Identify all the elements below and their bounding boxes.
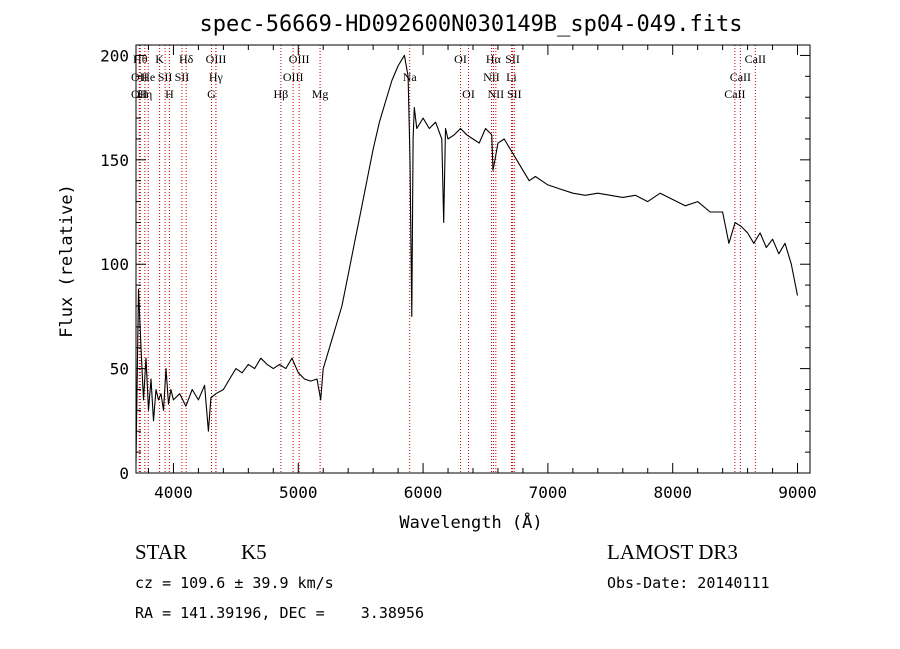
marker-label-9: SII [175, 70, 190, 84]
y-axis-label: Flux (relative) [57, 184, 77, 338]
marker-label-0: Hθ [133, 52, 148, 66]
marker-label-26: CaII [745, 52, 766, 66]
x-tick-label-5000: 5000 [279, 483, 318, 502]
y-tick-label-100: 100 [100, 255, 129, 274]
redshift-cz: cz = 109.6 ± 39.9 km/s [135, 574, 334, 592]
object-class: STAR [135, 540, 187, 564]
x-tick-label-9000: 9000 [778, 483, 817, 502]
marker-label-5: K [155, 52, 164, 66]
marker-label-21: NII [483, 70, 500, 84]
marker-label-10: OIII [206, 52, 227, 66]
coordinates: RA = 141.39196, DEC = 3.38956 [135, 604, 424, 622]
marker-label-20: Hα [486, 52, 502, 66]
marker-label-18: OI [454, 52, 467, 66]
marker-label-24: Li [506, 70, 517, 84]
marker-label-1: OII [131, 70, 148, 84]
marker-label-17: Na [403, 70, 418, 84]
x-tick-label-8000: 8000 [653, 483, 692, 502]
plot-frame [135, 44, 811, 474]
marker-label-16: Mg [312, 87, 329, 101]
y-tick-label-0: 0 [119, 464, 129, 483]
x-tick-label-7000: 7000 [529, 483, 568, 502]
marker-label-6: SII [158, 70, 173, 84]
x-tick-label-6000: 6000 [404, 483, 443, 502]
y-tick-label-50: 50 [110, 360, 129, 379]
object-subclass: K5 [241, 540, 267, 564]
marker-label-14: OIII [283, 70, 304, 84]
x-axis-label: Wavelength (Å) [399, 511, 542, 533]
y-axis: 0 50 100 150 200 [100, 46, 810, 483]
marker-label-13: OIII [289, 52, 310, 66]
x-axis: 4000 5000 6000 7000 8000 9000 [147, 45, 817, 502]
survey-label: LAMOST DR3 [607, 540, 738, 564]
y-tick-label-200: 200 [100, 46, 129, 65]
marker-label-4: He [141, 70, 155, 84]
marker-label-3: Hη [137, 87, 152, 101]
marker-label-28: CaII [724, 87, 745, 101]
marker-label-27: CaII [730, 70, 751, 84]
marker-label-15: Hβ [274, 87, 289, 101]
observation-date: Obs-Date: 20140111 [607, 574, 770, 592]
x-tick-label-4000: 4000 [154, 483, 193, 502]
marker-label-11: Hγ [209, 70, 224, 84]
marker-label-8: Hδ [179, 52, 194, 66]
marker-label-23: SII [505, 52, 520, 66]
marker-label-19: OI [462, 87, 475, 101]
marker-label-2: OII [131, 87, 148, 101]
chart-title: spec-56669-HD092600N030149B_sp04-049.fit… [199, 12, 742, 37]
marker-label-22: NII [488, 87, 505, 101]
spectrum-line-0 [135, 54, 799, 463]
marker-label-12: G [207, 87, 216, 101]
y-tick-label-150: 150 [100, 151, 129, 170]
marker-label-25: SII [507, 87, 522, 101]
marker-label-7: H [165, 87, 174, 101]
spectrum-series [135, 54, 799, 463]
